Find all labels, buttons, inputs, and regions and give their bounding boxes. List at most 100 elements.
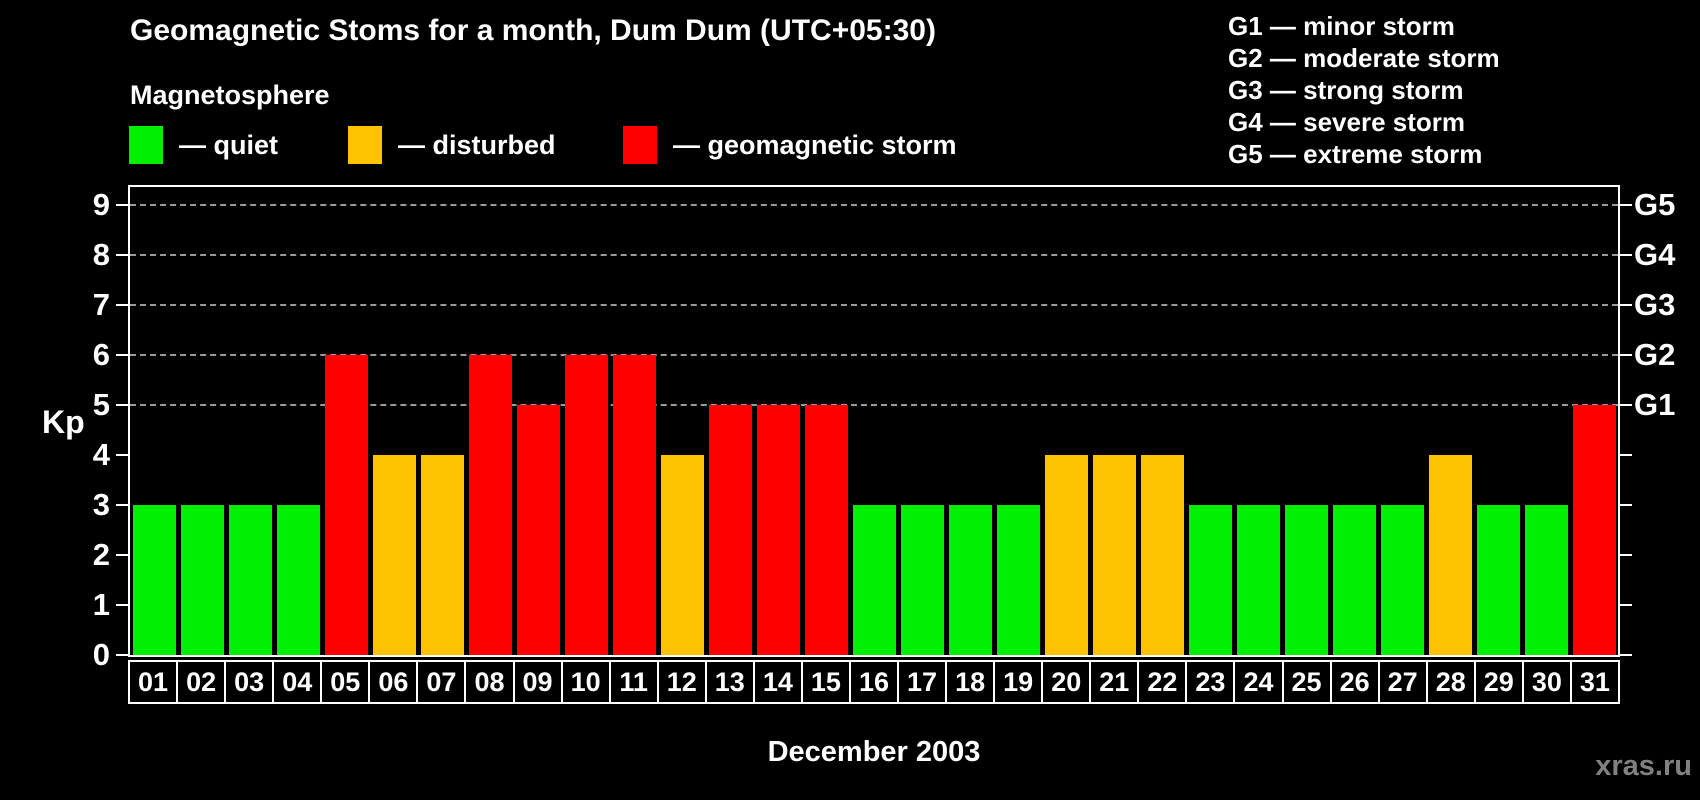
day-cell-19: 19 xyxy=(993,660,1044,704)
y-tick-right-9 xyxy=(1620,204,1632,206)
plot-area: 0 1 2 3 4 5 6 7 8 9 G1 G2 G3 G4 G5 xyxy=(93,185,1675,671)
day-cell-06: 06 xyxy=(368,660,419,704)
legend-label-quiet: — quiet xyxy=(179,129,278,160)
day-cell-27: 27 xyxy=(1377,660,1428,704)
kp-bar-day-14 xyxy=(756,405,800,655)
y-tick-left-4 xyxy=(116,454,128,456)
day-cell-20: 20 xyxy=(1041,660,1092,704)
y-tick-left-8 xyxy=(116,254,128,256)
y-tick-left-7 xyxy=(116,304,128,306)
kp-bar-day-13 xyxy=(708,405,752,655)
y-tick-right-8 xyxy=(1620,254,1632,256)
day-cell-08: 08 xyxy=(464,660,515,704)
kp-bar-day-27 xyxy=(1380,505,1424,655)
legend-item-quiet: — quiet xyxy=(129,125,278,165)
day-cell-05: 05 xyxy=(320,660,371,704)
y-gridline-kp7 xyxy=(130,304,1618,306)
day-cell-07: 07 xyxy=(416,660,467,704)
y-axis-label-1: 1 xyxy=(92,587,110,622)
kp-bar-day-09 xyxy=(516,405,560,655)
g-scale-legend: G1 — minor storm G2 — moderate storm G3 … xyxy=(1228,10,1500,170)
y-axis-label-6: 6 xyxy=(92,337,110,372)
x-axis-title: December 2003 xyxy=(767,736,981,768)
day-cell-11: 11 xyxy=(608,660,659,704)
day-cell-13: 13 xyxy=(704,660,755,704)
y-tick-right-0 xyxy=(1620,654,1632,656)
day-cell-23: 23 xyxy=(1185,660,1236,704)
kp-bar-day-15 xyxy=(804,405,848,655)
y-tick-left-0 xyxy=(116,654,128,656)
day-cell-15: 15 xyxy=(800,660,851,704)
kp-bar-day-24 xyxy=(1236,505,1280,655)
y-gridline-kp9 xyxy=(130,204,1618,206)
kp-bar-day-20 xyxy=(1044,455,1088,655)
kp-bar-day-25 xyxy=(1284,505,1328,655)
kp-bar-day-04 xyxy=(276,505,320,655)
day-cell-31: 31 xyxy=(1569,660,1620,704)
kp-bar-day-31 xyxy=(1572,405,1616,655)
day-cell-03: 03 xyxy=(224,660,275,704)
y-tick-right-5 xyxy=(1620,404,1632,406)
y-axis-label-0: 0 xyxy=(92,637,110,672)
legend-label-disturbed: — disturbed xyxy=(398,129,556,160)
day-cell-12: 12 xyxy=(656,660,707,704)
g-legend-row-g3: G3 — strong storm xyxy=(1228,75,1464,105)
day-cell-22: 22 xyxy=(1137,660,1188,704)
kp-bar-day-10 xyxy=(564,355,608,655)
day-cell-16: 16 xyxy=(848,660,899,704)
legend-item-storm: — geomagnetic storm xyxy=(623,125,957,165)
g-axis-label-g5: G5 xyxy=(1634,187,1676,222)
y-tick-left-2 xyxy=(116,554,128,556)
kp-bar-day-05 xyxy=(324,355,368,655)
day-cell-25: 25 xyxy=(1281,660,1332,704)
y-gridline-kp6 xyxy=(130,354,1618,356)
day-cell-26: 26 xyxy=(1329,660,1380,704)
day-cell-14: 14 xyxy=(752,660,803,704)
y-tick-left-5 xyxy=(116,404,128,406)
kp-bar-day-02 xyxy=(180,505,224,655)
g-axis-label-g4: G4 xyxy=(1634,237,1676,272)
kp-bar-day-17 xyxy=(900,505,944,655)
day-cell-28: 28 xyxy=(1425,660,1476,704)
y-tick-right-4 xyxy=(1620,454,1632,456)
kp-bar-day-07 xyxy=(420,455,464,655)
y-tick-right-1 xyxy=(1620,604,1632,606)
day-cell-09: 09 xyxy=(512,660,563,704)
kp-bar-day-26 xyxy=(1332,505,1376,655)
x-axis-day-strip: 01 02 03 04 05 06 07 08 09 10 11 12 13 14 15 16 17 18 19 20… xyxy=(128,660,1620,704)
y-axis-label-3: 3 xyxy=(92,487,110,522)
kp-bar-day-21 xyxy=(1092,455,1136,655)
y-axis-label-9: 9 xyxy=(92,187,110,222)
quiet-color-swatch xyxy=(129,126,163,164)
disturbed-color-swatch xyxy=(348,126,382,164)
kp-bar-day-03 xyxy=(228,505,272,655)
day-cell-29: 29 xyxy=(1473,660,1524,704)
day-cell-01: 01 xyxy=(128,660,179,704)
g-legend-row-g5: G5 — extreme storm xyxy=(1228,139,1483,169)
y-axis-label-2: 2 xyxy=(92,537,110,572)
y-tick-left-1 xyxy=(116,604,128,606)
g-axis-label-g1: G1 xyxy=(1634,387,1676,422)
kp-bar-day-19 xyxy=(996,505,1040,655)
y-axis-label-8: 8 xyxy=(92,237,110,272)
chart-subtitle: Magnetosphere xyxy=(130,80,330,110)
kp-bar-day-06 xyxy=(372,455,416,655)
day-cell-04: 04 xyxy=(272,660,323,704)
watermark: xras.ru xyxy=(1595,750,1692,782)
kp-bar-day-23 xyxy=(1188,505,1232,655)
kp-bar-day-18 xyxy=(948,505,992,655)
y-tick-right-2 xyxy=(1620,554,1632,556)
legend-label-storm: — geomagnetic storm xyxy=(673,129,957,160)
kp-bar-day-28 xyxy=(1428,455,1472,655)
day-cell-21: 21 xyxy=(1089,660,1140,704)
g-legend-row-g1: G1 — minor storm xyxy=(1228,11,1455,41)
y-gridline-kp5 xyxy=(130,404,1618,406)
y-tick-right-6 xyxy=(1620,354,1632,356)
y-tick-left-9 xyxy=(116,204,128,206)
legend-item-disturbed: — disturbed xyxy=(348,125,556,165)
kp-bar-day-08 xyxy=(468,355,512,655)
y-tick-right-7 xyxy=(1620,304,1632,306)
y-tick-right-3 xyxy=(1620,504,1632,506)
y-axis-label-4: 4 xyxy=(92,437,110,472)
day-cell-02: 02 xyxy=(176,660,227,704)
